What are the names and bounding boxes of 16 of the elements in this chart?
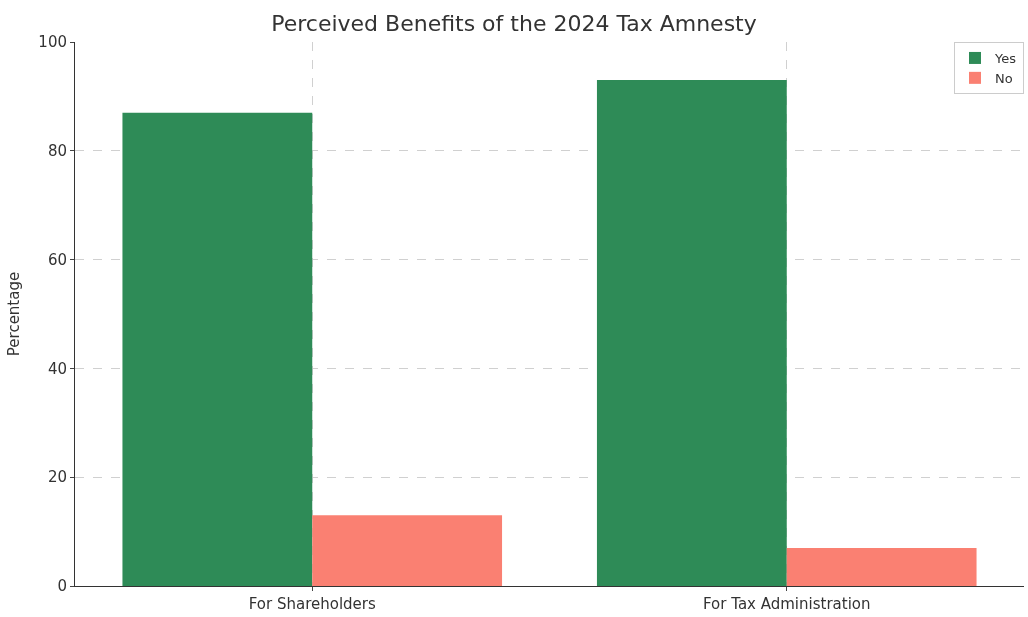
y-tick-label: 100	[38, 33, 67, 52]
y-tick-label: 80	[47, 142, 67, 161]
chart-title: Perceived Benefits of the 2024 Tax Amnesty	[271, 10, 757, 36]
y-tick-label: 20	[47, 468, 67, 487]
bar	[312, 515, 503, 586]
bar	[786, 547, 977, 586]
y-tick-label: 40	[47, 359, 67, 378]
y-tick-label: 60	[47, 250, 67, 269]
bar	[122, 112, 313, 586]
legend-label: Yes	[994, 51, 1017, 67]
y-axis-title: Percentage	[4, 271, 23, 357]
x-tick-label: For Shareholders	[248, 595, 376, 613]
bar	[596, 80, 787, 586]
y-tick-label: 0	[57, 577, 67, 596]
legend-label: No	[995, 70, 1013, 86]
x-tick-label: For Tax Administration	[703, 595, 871, 613]
